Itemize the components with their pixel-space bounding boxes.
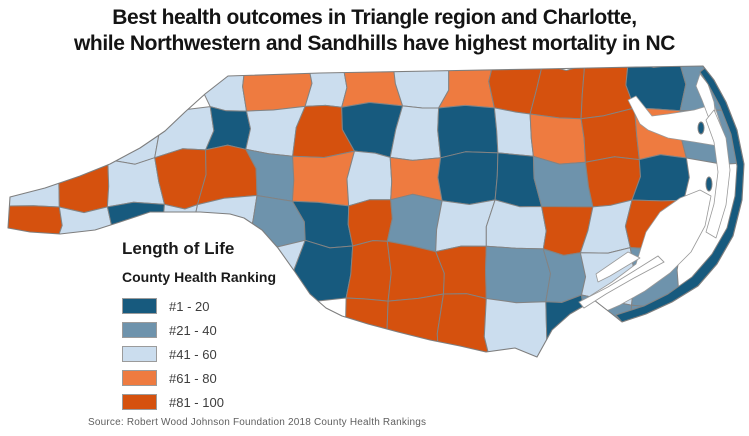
legend-row: #21 - 40 (122, 318, 276, 342)
county-shape (199, 66, 247, 112)
county-shape (529, 113, 586, 165)
outer-banks-strip (615, 67, 744, 323)
legend-swatch-3 (122, 346, 157, 362)
county-shape (483, 298, 548, 357)
county-shape (437, 104, 499, 159)
county-shape (291, 150, 355, 207)
state-outline (7, 65, 745, 358)
legend-subtitle: County Health Ranking (122, 269, 277, 285)
legend-row: #41 - 60 (122, 342, 276, 366)
legend-label: #1 - 20 (169, 298, 210, 314)
county-shape (532, 155, 594, 208)
title-line-1: Best health outcomes in Triangle region … (112, 6, 637, 29)
county-shape (58, 155, 110, 214)
legend-items: #1 - 20 #21 - 40 #41 - 60 #61 - 80 #81 - 100 (122, 294, 276, 414)
county-shape (437, 151, 499, 205)
county-shape (102, 106, 160, 165)
barrier-island-offshore-strip (578, 255, 665, 309)
source-attribution: Source: Robert Wood Johnson Foundation 2… (88, 417, 427, 428)
county-shape (55, 206, 118, 243)
county-shape (8, 150, 62, 208)
county-shape (386, 293, 444, 357)
page-title: Best health outcomes in Triangle region … (0, 5, 749, 57)
legend-row: #81 - 100 (122, 390, 276, 414)
legend-label: #81 - 100 (169, 394, 224, 410)
legend-row: #61 - 80 (122, 366, 276, 390)
county-shape (242, 66, 313, 112)
legend-swatch-2 (122, 322, 157, 338)
barrier-island-strip (578, 255, 665, 309)
county-shape (631, 154, 690, 202)
county-layer (8, 66, 744, 357)
legend-label: #61 - 80 (169, 370, 217, 386)
legend-swatch-4 (122, 370, 157, 386)
sound-water (595, 251, 641, 283)
county-shape (389, 156, 443, 202)
county-shape (485, 245, 551, 304)
legend-swatch-1 (122, 298, 157, 314)
county-shape (493, 107, 534, 157)
legend-label: #41 - 60 (169, 346, 217, 362)
sound-island (697, 121, 705, 135)
county-shape (292, 239, 354, 304)
map-legend: Length of Life County Health Ranking #1 … (122, 239, 276, 414)
legend-title: Length of Life (122, 239, 235, 258)
sound-water (705, 109, 731, 239)
title-line-2: while Northwestern and Sandhills have hi… (73, 32, 676, 55)
county-shape (345, 240, 392, 302)
legend-label: #21 - 40 (169, 322, 217, 338)
county-shape (346, 150, 393, 207)
county-shape (347, 199, 393, 247)
county-shape (341, 66, 404, 108)
sound-island (705, 176, 713, 192)
county-shape (391, 66, 450, 109)
legend-swatch-5 (122, 394, 157, 410)
county-shape (542, 248, 587, 303)
legend-row: #1 - 20 (122, 294, 276, 318)
county-shape (485, 199, 547, 250)
